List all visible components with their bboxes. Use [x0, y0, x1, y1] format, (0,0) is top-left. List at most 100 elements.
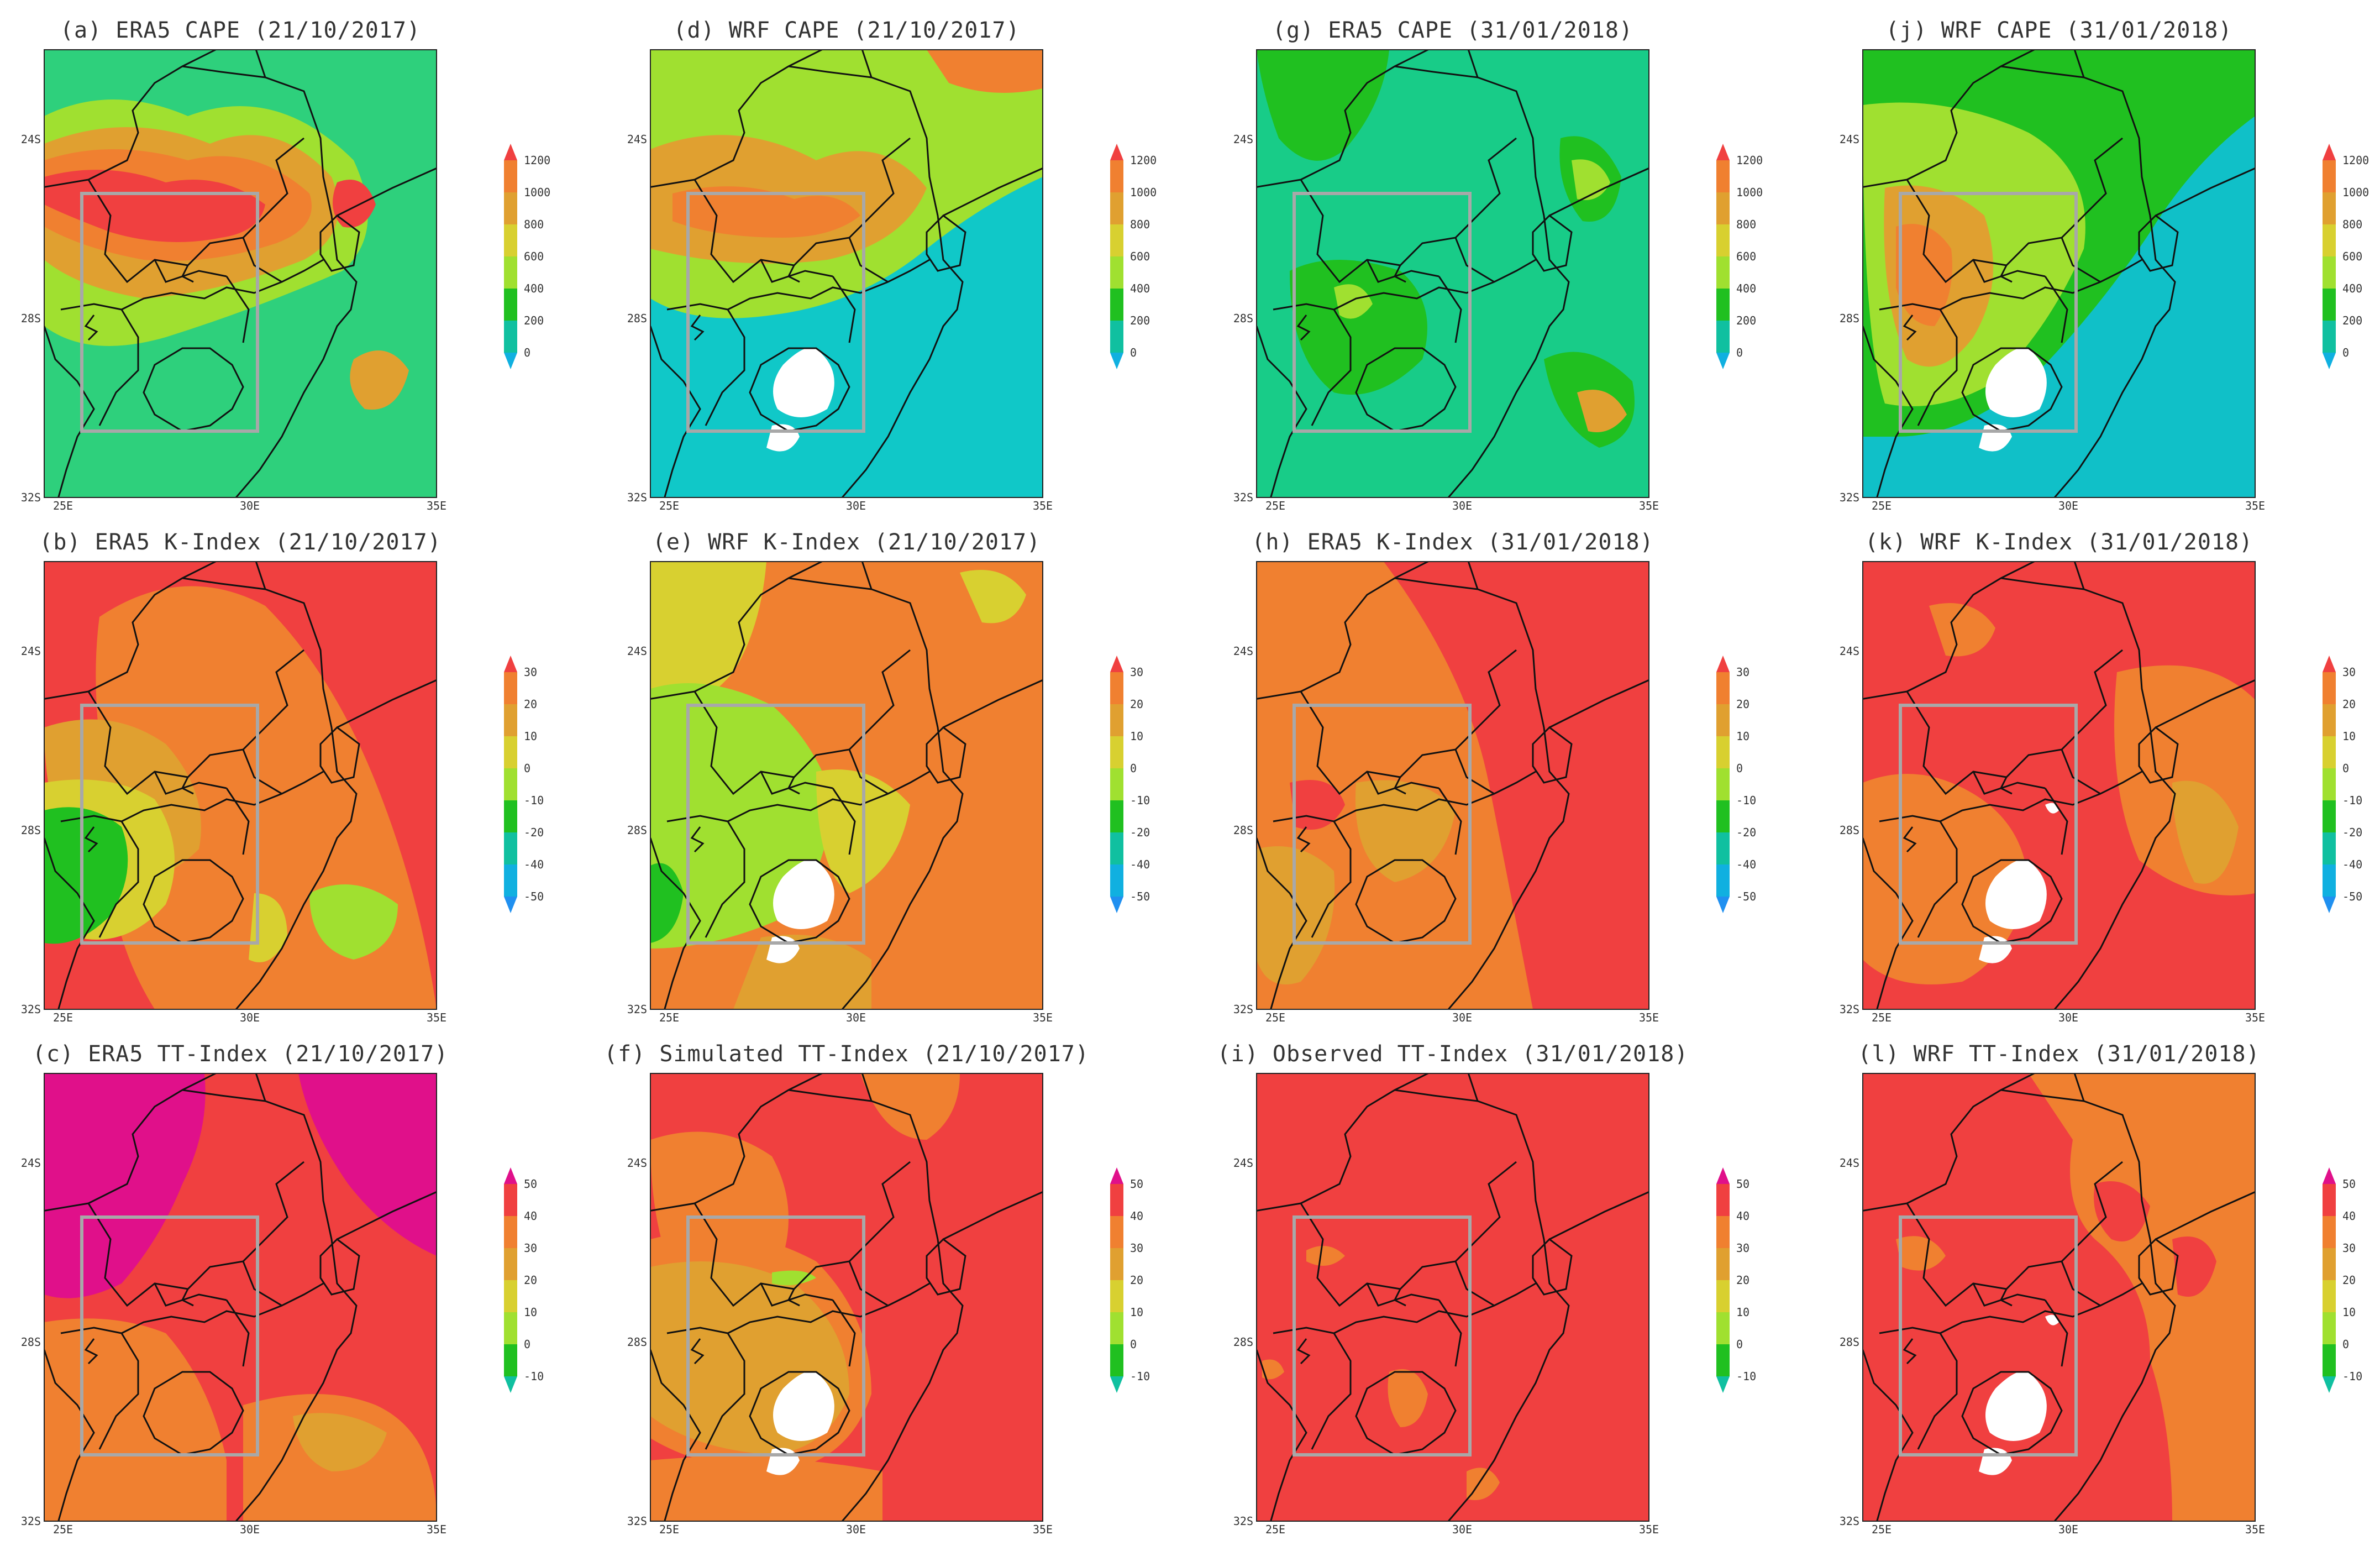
colorbar-segment [2323, 256, 2336, 289]
colorbar-tick-label: 30 [2342, 1241, 2356, 1255]
lat-tick-label: 28S [1840, 312, 1859, 325]
colorbar-tick-label: 200 [2342, 314, 2362, 327]
map-area [650, 561, 1043, 1010]
field-contour [1985, 347, 2047, 417]
colorbar-segment [2323, 832, 2336, 864]
map-area [1862, 561, 2256, 1010]
colorbar-segment [2323, 1184, 2336, 1216]
field-contour [650, 1456, 882, 1521]
lon-tick-label: 30E [2058, 1011, 2078, 1024]
field-contour [44, 807, 128, 944]
colorbar-segment [504, 192, 517, 224]
colorbar-tick-label: 600 [2342, 250, 2362, 263]
panel-title: (f) Simulated TT-Index (21/10/2017) [604, 1041, 1089, 1067]
colorbar-segment [1110, 1184, 1123, 1216]
lon-tick-label: 30E [240, 1523, 260, 1536]
field-contour [350, 350, 409, 410]
lat-tick-label: 32S [1840, 1515, 1859, 1528]
colorbar-tick-label: -10 [2342, 1370, 2362, 1383]
colorbar-arrow-top [2323, 656, 2336, 672]
colorbar-segment [1110, 321, 1123, 353]
field-contour [773, 859, 834, 929]
colorbar-tick-label: -50 [1130, 890, 1150, 903]
lon-tick-label: 35E [1639, 1011, 1659, 1024]
colorbar-arrow-bottom [1110, 897, 1123, 913]
panel-title: (d) WRF CAPE (21/10/2017) [673, 18, 1020, 43]
study-domain-box [1293, 704, 1472, 945]
colorbar-segment [2323, 1344, 2336, 1376]
colorbar-arrow-top [504, 1167, 517, 1184]
colorbar-segment [2323, 224, 2336, 256]
colorbar-segment [1110, 704, 1123, 736]
lon-tick-label: 25E [1265, 1523, 1285, 1536]
colorbar-segment [504, 768, 517, 800]
lat-tick-label: 32S [1840, 491, 1859, 504]
colorbar-arrow-bottom [504, 897, 517, 913]
map-area [1256, 561, 1649, 1010]
colorbar-segment [504, 1248, 517, 1280]
colorbar-tick-label: 1000 [524, 186, 550, 199]
field-contour [1896, 1236, 1946, 1271]
colorbar-tick-label: 600 [524, 250, 544, 263]
field-contour [1334, 284, 1373, 319]
colorbar-tick-label: 30 [524, 666, 537, 679]
colorbar-tick-label: 50 [2342, 1177, 2356, 1191]
field-contour [650, 863, 684, 943]
colorbar-tick-label: 10 [1736, 1306, 1749, 1319]
lat-tick-label: 24S [627, 1156, 647, 1170]
field-contour [293, 1413, 387, 1471]
colorbar-segment [1110, 736, 1123, 768]
lon-tick-label: 25E [1265, 1011, 1285, 1024]
lon-tick-label: 25E [1872, 1523, 1892, 1536]
colorbar-segment [1110, 864, 1123, 897]
colorbar-segment [504, 1312, 517, 1344]
colorbar-segment [2323, 800, 2336, 832]
colorbar-tick-label: 0 [1736, 762, 1743, 775]
colorbar-arrow-bottom [504, 1376, 517, 1393]
panel-f: (f) Simulated TT-Index (21/10/2017) 24S 28… [604, 1041, 1150, 1536]
field-contour [1896, 224, 1952, 326]
colorbar-segment [1716, 321, 1730, 353]
lon-tick-label: 25E [659, 1011, 679, 1024]
colorbar-tick-label: 600 [1130, 250, 1150, 263]
map-frame [44, 49, 437, 498]
colorbar-segment [1110, 256, 1123, 289]
field-contour [1384, 562, 1649, 1009]
colorbar-segment [1110, 1216, 1123, 1248]
colorbar-tick-label: 50 [524, 1177, 537, 1191]
study-domain-box [686, 704, 865, 945]
colorbar-segment [1716, 1248, 1730, 1280]
panel-e: (e) WRF K-Index (21/10/2017) 24S 28S 32S 25E… [627, 530, 1150, 1024]
colorbar: 1200 1000 800 600 400 200 0 [1716, 144, 1763, 369]
colorbar-tick-label: -50 [524, 890, 544, 903]
colorbar-tick-label: 20 [1130, 698, 1143, 711]
field-contour [2029, 1073, 2255, 1521]
colorbar-tick-label: 20 [1736, 698, 1749, 711]
panel-d: (d) WRF CAPE (21/10/2017) 24S 28S 32S 25E 30E… [627, 18, 1157, 512]
colorbar-tick-label: -40 [2342, 858, 2362, 871]
lon-tick-label: 25E [1872, 499, 1892, 512]
colorbar-segment [504, 160, 517, 192]
colorbar-segment [1716, 256, 1730, 289]
panel-title: (h) ERA5 K-Index (31/01/2018) [1252, 530, 1653, 555]
lat-tick-label: 28S [1233, 824, 1253, 837]
lat-tick-label: 28S [21, 824, 41, 837]
colorbar-tick-label: 200 [524, 314, 544, 327]
field-contour [927, 50, 1043, 93]
lon-tick-label: 30E [240, 1011, 260, 1024]
colorbar-segment [1110, 672, 1123, 704]
panel-k: (k) WRF K-Index (31/01/2018) 24S 28S 32S 25E… [1840, 530, 2362, 1024]
colorbar-tick-label: 1200 [524, 154, 550, 167]
field-contour [960, 570, 1026, 623]
colorbar-segment [2323, 192, 2336, 224]
study-domain-box [686, 192, 865, 433]
study-domain-box [686, 1215, 865, 1456]
colorbar-segment [1110, 800, 1123, 832]
colorbar-tick-label: 0 [1736, 1338, 1743, 1351]
colorbar-tick-label: 400 [1736, 282, 1756, 295]
field-contour [1577, 390, 1627, 432]
colorbar: 50 40 30 20 10 0 -10 [504, 1167, 544, 1393]
lat-tick-label: 24S [21, 644, 41, 658]
colorbar-segment [1716, 289, 1730, 321]
colorbar-tick-label: 1200 [1736, 154, 1763, 167]
